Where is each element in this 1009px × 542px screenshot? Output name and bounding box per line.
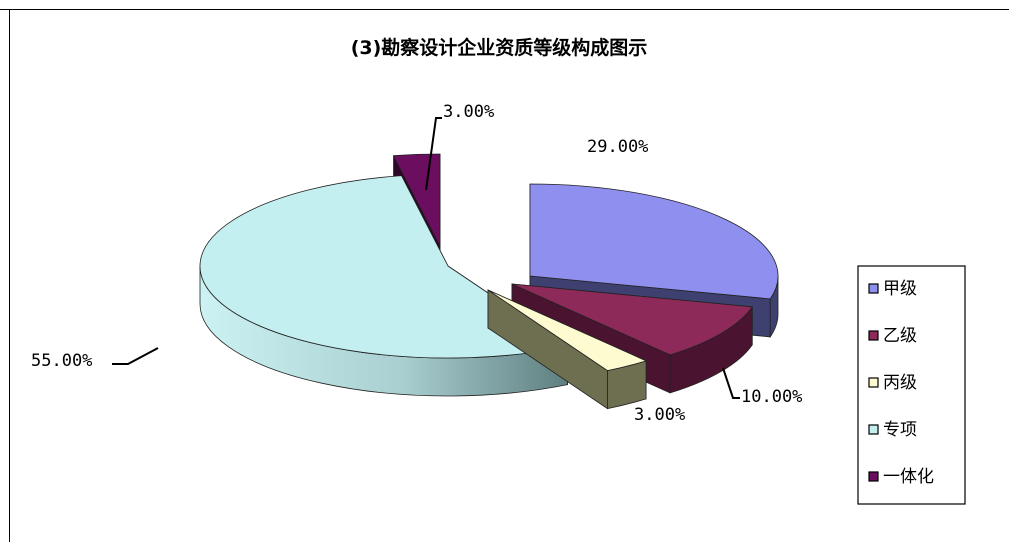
- legend-item-yitihua: 一体化: [868, 467, 934, 487]
- legend-swatch-yitihua: [868, 471, 879, 482]
- data-label-jia: 29.00%: [587, 137, 648, 157]
- pie-slice-bing-top: [487, 289, 648, 372]
- legend-label-zhuanxiang: 专项: [883, 420, 917, 440]
- leader-line-yitihua: [425, 117, 442, 191]
- data-label-bing: 3.00%: [634, 405, 685, 425]
- legend-label-bing: 丙级: [883, 373, 917, 393]
- data-label-yi: 10.00%: [741, 387, 802, 407]
- legend-item-zhuanxiang: 专项: [868, 420, 917, 440]
- legend-label-yitihua: 一体化: [883, 467, 934, 487]
- chart-frame-left-border: [9, 9, 10, 542]
- chart-frame-top-border: [0, 9, 1009, 10]
- legend-item-yi: 乙级: [868, 326, 917, 346]
- legend-swatch-yi: [868, 330, 879, 341]
- legend-swatch-zhuanxiang: [868, 424, 879, 435]
- data-label-zhuanxiang: 55.00%: [31, 351, 92, 371]
- leader-line-zhuanxiang: [112, 347, 159, 365]
- legend-item-bing: 丙级: [868, 373, 917, 393]
- legend-label-yi: 乙级: [883, 326, 917, 346]
- chart-title: (3)勘察设计企业资质等级构成图示: [351, 36, 648, 59]
- pie-slice-bing: [487, 289, 648, 410]
- data-label-yitihua: 3.00%: [443, 102, 494, 122]
- legend-label-jia: 甲级: [883, 279, 917, 299]
- legend-item-jia: 甲级: [868, 279, 917, 299]
- leader-line-yi: [722, 367, 740, 399]
- legend-swatch-jia: [868, 283, 879, 294]
- pie-slice-jia-top: [529, 183, 779, 300]
- pie-slice-yi-top: [511, 283, 753, 356]
- pie-slice-zhuanxiang-top: [199, 175, 569, 359]
- legend-swatch-bing: [868, 377, 879, 388]
